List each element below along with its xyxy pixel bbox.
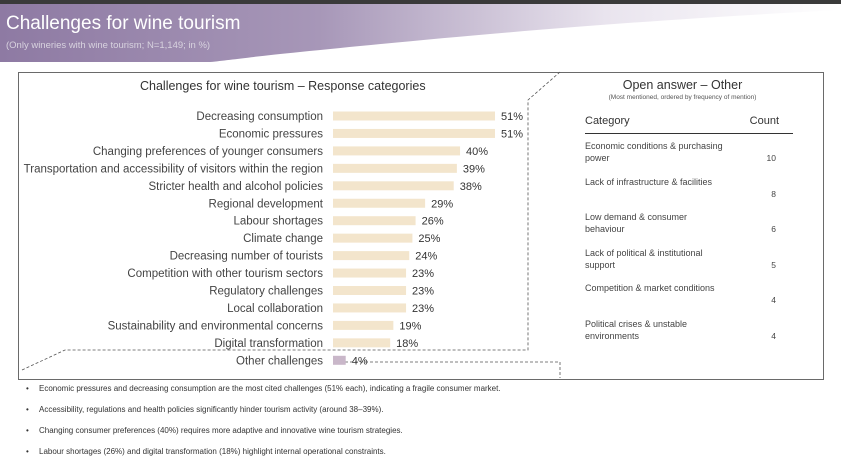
bar-category-label: Regulatory challenges: [209, 286, 323, 298]
bar-category-label: Local collaboration: [227, 303, 323, 315]
open-answer-table: Category Count Economic conditions & pur…: [585, 112, 793, 347]
bar-value-label: 51%: [501, 128, 523, 140]
list-item: • Economic pressures and decreasing cons…: [26, 384, 826, 405]
note-text: Accessibility, regulations and health po…: [39, 405, 384, 414]
zoom-connector-lines: [21, 71, 561, 378]
bar-category-label: Decreasing consumption: [196, 111, 323, 123]
bar-category-label: Labour shortages: [233, 216, 323, 228]
bar: [333, 303, 407, 313]
banner-shape: [0, 4, 841, 62]
open-answer-subtitle: (Most mentioned, ordered by frequency of…: [608, 94, 757, 101]
bar: [333, 163, 457, 173]
table-row: Economic conditions & purchasing power 1…: [585, 134, 793, 170]
row-count: 4: [771, 330, 776, 341]
bar: [333, 268, 407, 278]
table-row: Lack of infrastructure & facilities 8: [585, 170, 793, 206]
row-count: 8: [771, 188, 776, 199]
bars-group: Decreasing consumption 51% Economic pressu…: [24, 111, 524, 367]
bar: [333, 286, 407, 295]
bar: [333, 111, 495, 121]
list-item: • Labour shortages (26%) and digital tra…: [26, 447, 826, 468]
note-text: Economic pressures and decreasing consum…: [39, 384, 501, 393]
row-category: Lack of political & institutional suppor…: [585, 247, 703, 270]
row-category: Political crises & unstable environments: [585, 318, 688, 341]
bar-category-label: Regional development: [209, 198, 324, 210]
zoom-connector-line: [21, 71, 561, 371]
bullet-icon: •: [26, 447, 29, 456]
bar-value-label: 19%: [399, 320, 421, 332]
title-banner: Challenges for wine tourism (Only wineri…: [0, 4, 841, 62]
bar-value-label: 40%: [466, 146, 488, 158]
row-count: 4: [771, 295, 776, 305]
bar-value-label: 23%: [412, 303, 434, 315]
bar-value-label: 38%: [460, 181, 482, 193]
key-findings-list: • Economic pressures and decreasing cons…: [26, 384, 826, 468]
row-count: 10: [766, 153, 776, 163]
column-header-count: Count: [749, 115, 779, 127]
bar: [333, 251, 410, 261]
bar-value-label: 29%: [431, 198, 453, 210]
bar: [333, 181, 454, 191]
bar-category-label: Climate change: [243, 233, 323, 245]
bar: [333, 198, 426, 208]
bullet-icon: •: [26, 426, 29, 435]
content-panel: [18, 72, 824, 380]
row-count: 6: [771, 224, 776, 234]
row-category: Low demand & consumer behaviour: [585, 212, 688, 234]
page-title: Challenges for wine tourism: [6, 13, 241, 34]
note-text: Changing consumer preferences (40%) requ…: [39, 426, 403, 435]
open-answer-header-row: Category Count: [585, 112, 793, 134]
bar-category-label: Changing preferences of younger consumer…: [93, 146, 323, 158]
table-row: Competition & market conditions 4: [585, 276, 793, 312]
bar: [333, 320, 394, 330]
bar: [333, 233, 413, 243]
row-count: 5: [771, 259, 776, 270]
bar-value-label: 25%: [418, 233, 440, 245]
bar-value-label: 24%: [415, 251, 437, 263]
bar-value-label: 4%: [352, 355, 368, 367]
bar-value-label: 26%: [422, 216, 444, 228]
table-row: Political crises & unstable environments…: [585, 312, 793, 348]
bar: [333, 146, 461, 156]
top-edge-line: [0, 0, 841, 4]
bar-value-label: 23%: [412, 286, 434, 298]
bar-category-label: Competition with other tourism sectors: [127, 268, 323, 280]
page-subtitle: (Only wineries with wine tourism; N=1,14…: [6, 40, 211, 51]
bar-category-label: Stricter health and alcohol policies: [148, 181, 323, 193]
bar-value-label: 51%: [501, 111, 523, 123]
bar-category-label: Sustainability and environmental concern…: [108, 320, 324, 332]
row-category: Competition & market conditions: [585, 283, 715, 293]
note-text: Labour shortages (26%) and digital trans…: [39, 447, 386, 456]
list-item: • Changing consumer preferences (40%) re…: [26, 426, 826, 447]
bar-value-label: 23%: [412, 268, 434, 280]
bar: [333, 128, 495, 138]
row-category: Economic conditions & purchasing power: [585, 141, 723, 163]
bar-category-label: Other challenges: [236, 355, 323, 367]
list-item: • Accessibility, regulations and health …: [26, 405, 826, 426]
chart-title: Challenges for wine tourism – Response c…: [140, 79, 426, 93]
table-row: Lack of political & institutional suppor…: [585, 241, 793, 277]
bar-category-label: Decreasing number of tourists: [170, 251, 324, 263]
bullet-icon: •: [26, 384, 29, 393]
column-header-category: Category: [585, 115, 630, 127]
bar: [333, 338, 391, 348]
bar-category-label: Digital transformation: [214, 338, 323, 350]
bar-value-label: 39%: [463, 163, 485, 175]
bullet-icon: •: [26, 405, 29, 414]
open-answer-title: Open answer – Other: [622, 78, 743, 92]
bar-category-label: Transportation and accessibility of visi…: [24, 163, 323, 175]
bar: [333, 216, 416, 226]
row-category: Lack of infrastructure & facilities: [585, 176, 713, 187]
bar-category-label: Economic pressures: [219, 128, 323, 140]
banner-background: [0, 4, 841, 62]
bar: [333, 355, 346, 365]
bar-value-label: 18%: [396, 338, 418, 350]
zoom-connector-line: [345, 361, 561, 378]
table-row: Low demand & consumer behaviour 6: [585, 205, 793, 241]
